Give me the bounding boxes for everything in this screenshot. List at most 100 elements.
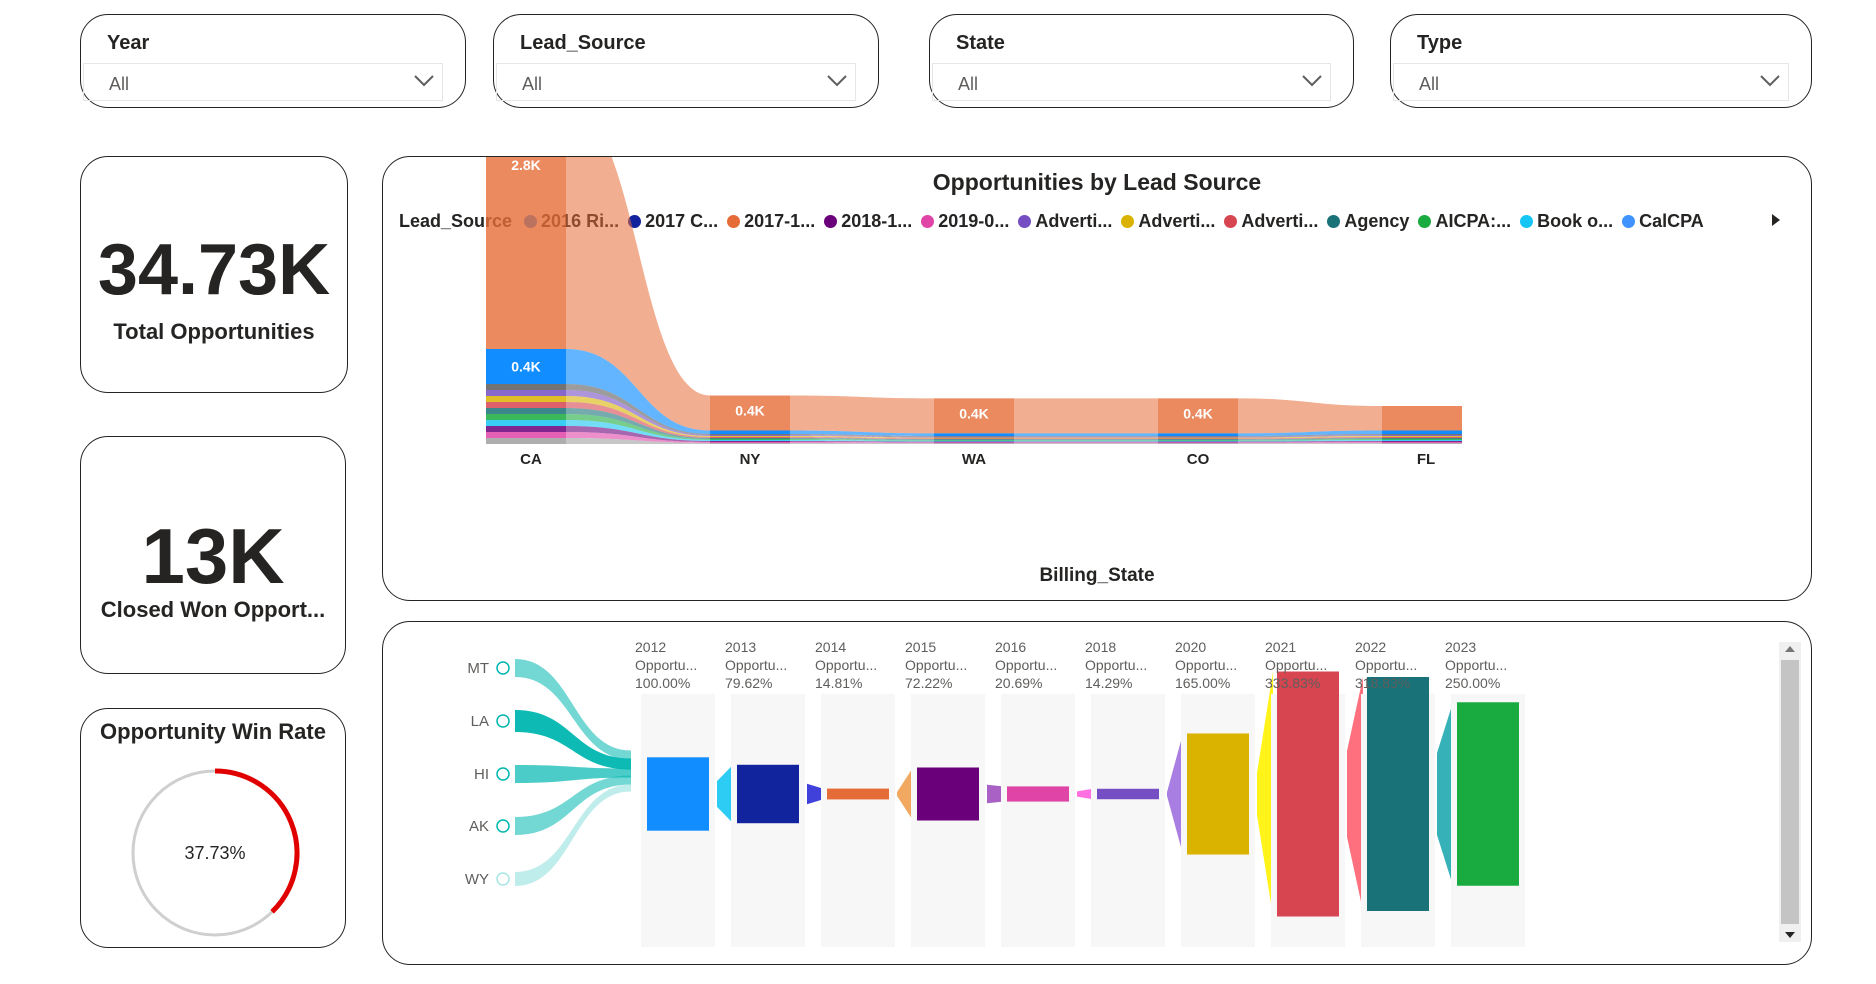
filter-type-dropdown[interactable] [1393,63,1789,101]
node-bar[interactable] [1382,436,1462,437]
scrollbar[interactable] [1779,642,1801,942]
node-bar[interactable] [710,440,790,441]
node-bar[interactable] [934,436,1014,438]
filter-type[interactable]: Type All [1390,14,1812,108]
node-bar[interactable] [1158,438,1238,440]
year-bar[interactable] [1187,733,1249,855]
node-bar[interactable] [1382,438,1462,439]
scroll-down-icon[interactable] [1779,928,1801,942]
filter-state-dropdown[interactable] [932,63,1331,101]
year-bar[interactable] [1457,702,1519,886]
chevron-down-icon[interactable] [1759,74,1781,88]
node-bar[interactable] [710,438,790,439]
legend-item[interactable]: Book o... [1520,211,1613,232]
state-node-icon[interactable] [496,661,510,675]
state-node-icon[interactable] [496,767,510,781]
node-bar[interactable] [1382,434,1462,435]
node-bar[interactable] [710,442,790,443]
node-bar[interactable] [710,430,790,435]
state-node-icon[interactable] [496,714,510,728]
node-bar[interactable] [1158,436,1238,438]
node-bar[interactable] [934,440,1014,441]
node-bar[interactable] [934,436,1014,437]
state-node-icon[interactable] [496,819,510,833]
node-bar[interactable] [1158,433,1238,436]
node-bar[interactable] [486,408,566,414]
node-bar[interactable] [486,396,566,402]
filter-state[interactable]: State All [929,14,1354,108]
legend-item[interactable]: Adverti... [1224,211,1318,232]
node-bar[interactable] [934,441,1014,443]
node-bar[interactable] [1158,437,1238,439]
year-bar[interactable] [1367,677,1429,911]
node-bar[interactable] [710,435,790,436]
legend-item[interactable]: 2018-1... [824,211,912,232]
year-bar[interactable] [827,788,889,800]
node-bar[interactable] [1158,443,1238,444]
year-bar[interactable] [647,757,709,831]
node-bar[interactable] [710,395,790,431]
node-bar[interactable] [1158,441,1238,443]
legend-item[interactable]: Adverti... [1018,211,1112,232]
node-bar[interactable] [1382,406,1462,431]
node-bar[interactable] [934,442,1014,444]
node-bar[interactable] [1382,441,1462,442]
node-bar[interactable] [1158,436,1238,437]
node-bar[interactable] [1382,430,1462,435]
node-bar[interactable] [1382,439,1462,440]
node-bar[interactable] [486,384,566,390]
node-bar[interactable] [934,443,1014,444]
legend-item[interactable]: CalCPA [1622,211,1704,232]
legend-item[interactable]: Agency [1327,211,1409,232]
node-bar[interactable] [710,439,790,440]
year-bar[interactable] [737,764,799,824]
node-bar[interactable] [486,402,566,408]
scrollbar-thumb[interactable] [1781,660,1799,924]
node-bar[interactable] [1158,398,1238,434]
node-bar[interactable] [1158,442,1238,444]
node-bar[interactable] [486,432,566,438]
node-bar[interactable] [710,437,790,438]
node-bar[interactable] [934,433,1014,436]
node-bar[interactable] [486,438,566,444]
node-bar[interactable] [1382,442,1462,443]
node-bar[interactable] [1382,435,1462,436]
legend-item[interactable]: Adverti... [1121,211,1215,232]
node-bar[interactable] [1158,440,1238,441]
legend-item[interactable]: 2017 C... [628,211,718,232]
scroll-up-icon[interactable] [1779,642,1801,656]
node-bar[interactable] [934,437,1014,439]
node-bar[interactable] [710,443,790,444]
node-bar[interactable] [1382,437,1462,438]
chevron-down-icon[interactable] [1301,74,1323,88]
node-bar[interactable] [486,426,566,432]
filter-lead-source[interactable]: Lead_Source All [493,14,879,108]
chevron-down-icon[interactable] [826,74,848,88]
state-node-icon[interactable] [496,872,510,886]
node-bar[interactable] [934,440,1014,442]
node-bar[interactable] [934,398,1014,434]
node-bar[interactable] [486,390,566,396]
node-bar[interactable] [934,438,1014,440]
filter-year-dropdown[interactable] [83,63,443,101]
node-bar[interactable] [486,157,566,349]
legend-item[interactable]: AICPA:... [1418,211,1511,232]
filter-lead-source-dropdown[interactable] [496,63,856,101]
legend-item[interactable]: 2019-0... [921,211,1009,232]
node-bar[interactable] [1382,443,1462,444]
node-bar[interactable] [486,420,566,426]
node-bar[interactable] [710,436,790,437]
node-bar[interactable] [710,434,790,435]
year-bar[interactable] [1097,788,1159,800]
node-bar[interactable] [486,414,566,420]
node-bar[interactable] [1158,440,1238,442]
node-bar[interactable] [934,439,1014,440]
chevron-down-icon[interactable] [413,74,435,88]
year-bar[interactable] [1007,786,1069,802]
legend-item[interactable]: 2017-1... [727,211,815,232]
legend-next-arrow-icon[interactable] [1771,213,1781,227]
node-bar[interactable] [1158,439,1238,440]
filter-year[interactable]: Year All [80,14,466,108]
node-bar[interactable] [710,441,790,442]
year-bar[interactable] [917,767,979,821]
